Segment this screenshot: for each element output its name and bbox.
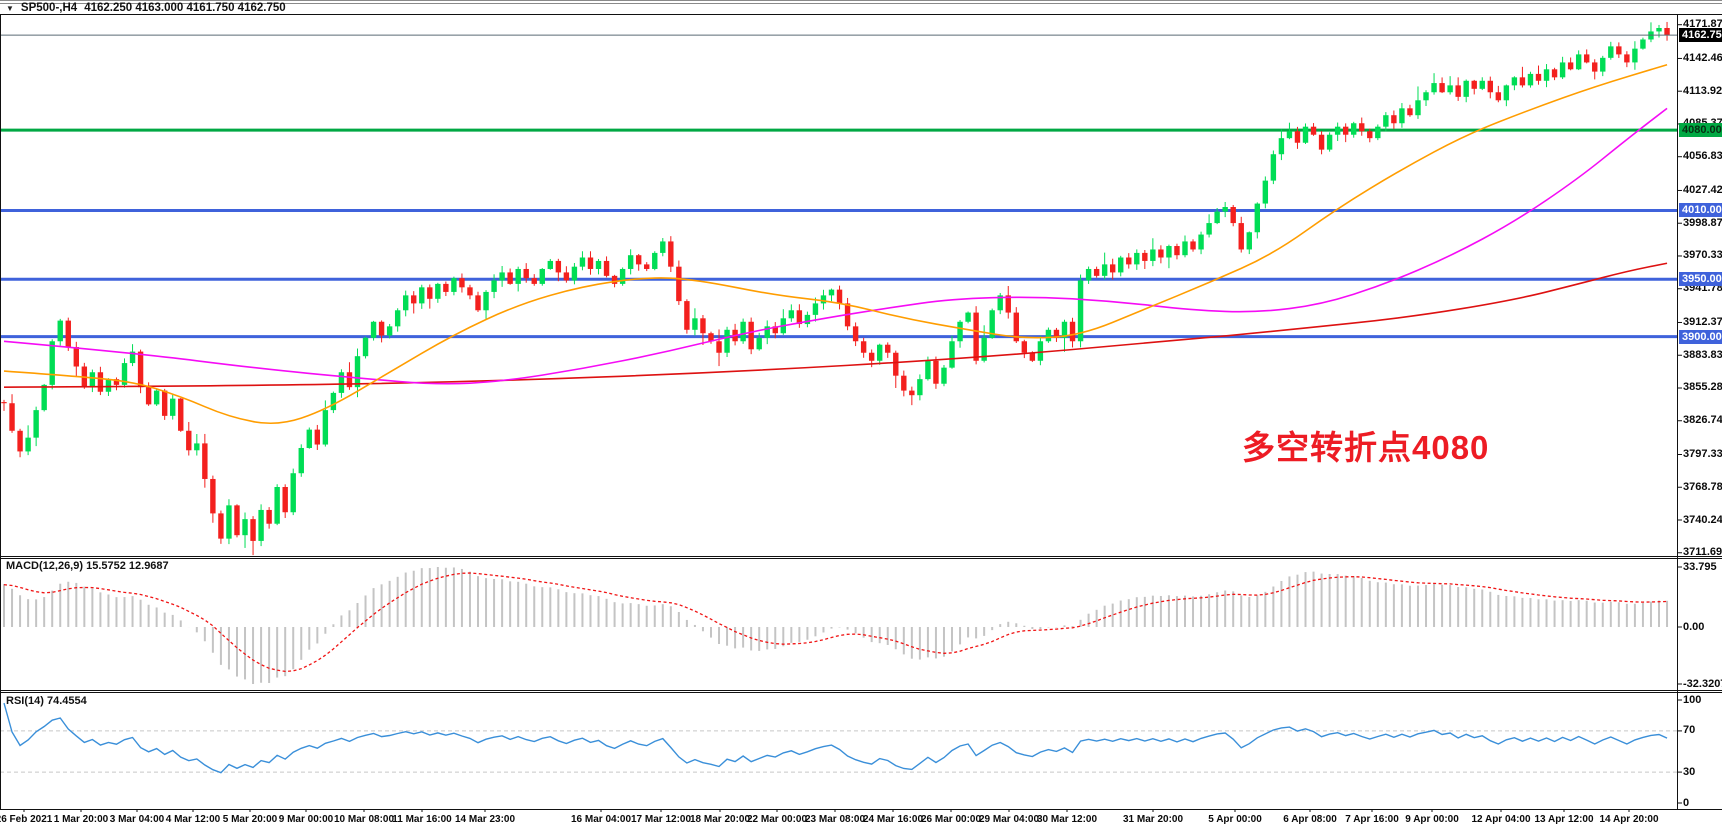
price-axis-label: 3912.375 [1683,315,1722,328]
time-axis-label: 13 Apr 12:00 [1534,814,1594,825]
price-axis-label: 3826.740 [1683,414,1722,427]
time-axis-label: 18 Mar 20:00 [689,814,751,825]
time-axis-label: 31 Mar 20:00 [1122,814,1184,825]
time-axis-label: 26 Feb 2021 [0,814,53,825]
time-axis-label: 9 Apr 00:00 [1405,814,1459,825]
chart-dropdown-icon[interactable]: ▼ [6,3,14,13]
time-axis-label: 14 Apr 20:00 [1599,814,1659,825]
chart-title-bar: ▼ SP500-,H4 4162.250 4163.000 4161.750 4… [6,2,286,14]
price-axis-label: 3740.240 [1683,513,1722,526]
annotation-text: 多空转折点4080 [1242,429,1490,466]
ma-fast-line [3,63,1668,425]
hline-badge-4080: 4080.000 [1679,123,1722,138]
ma-slow-line [3,262,1668,388]
time-axis-label: 22 Mar 00:00 [746,814,808,825]
price-axis-label: 4142.465 [1683,51,1722,64]
hline-badge-3950: 3950.000 [1679,272,1722,287]
macd-axis-label: -32.3207 [1683,677,1722,690]
current-price-badge: 4162.750 [1679,28,1722,43]
rsi-indicator-label: RSI(14) 74.4554 [6,695,87,707]
time-axis-label: 9 Mar 00:00 [278,814,334,825]
macd-indicator-label: MACD(12,26,9) 15.5752 12.9687 [6,560,169,572]
price-axis-label: 3711.695 [1683,546,1722,559]
time-axis-label: 7 Apr 16:00 [1345,814,1399,825]
time-axis-label: 16 Mar 04:00 [570,814,632,825]
price-axis-label: 3855.285 [1683,381,1722,394]
time-axis-label: 12 Apr 04:00 [1471,814,1531,825]
time-axis-label: 26 Mar 00:00 [920,814,982,825]
rsi-axis-label: 30 [1683,765,1696,778]
time-axis-label: 23 Mar 08:00 [804,814,866,825]
rsi-axis-label: 100 [1683,693,1702,706]
ma-mid-line [3,107,1668,385]
price-axis-label: 3883.830 [1683,348,1722,361]
time-axis-label: 17 Mar 12:00 [630,814,692,825]
macd-axis-label: 33.795 [1683,560,1717,573]
hline-badge-3900: 3900.000 [1679,329,1722,344]
price-axis-label: 3970.330 [1683,249,1722,262]
time-axis-label: 14 Mar 23:00 [454,814,516,825]
ohlc-values: 4162.250 4163.000 4161.750 4162.750 [84,2,286,14]
rsi-axis-label: 70 [1683,724,1696,737]
price-axis-label: 4056.830 [1683,150,1722,163]
macd-axis-label: 0.00 [1683,620,1705,633]
time-axis-label: 4 Mar 12:00 [165,814,221,825]
rsi-line [3,702,1668,774]
price-axis-label: 4027.420 [1683,183,1722,196]
price-axis-label: 4171.875 [1683,18,1722,31]
price-axis-label: 3797.330 [1683,447,1722,460]
time-axis-label: 5 Apr 00:00 [1208,814,1262,825]
time-axis-label: 3 Mar 04:00 [109,814,165,825]
time-axis-label: 10 Mar 08:00 [333,814,395,825]
price-axis-label: 3998.875 [1683,216,1722,229]
time-axis-label: 6 Apr 08:00 [1283,814,1337,825]
time-axis-label: 5 Mar 20:00 [222,814,278,825]
macd-histogram [3,567,1669,684]
rsi-axis-label-zero: 0 [1683,796,1690,809]
candles [1,21,1670,556]
time-axis-label: 30 Mar 12:00 [1036,814,1098,825]
price-axis-label: 3768.785 [1683,480,1722,493]
macd-signal-line [3,572,1668,673]
hline-badge-4010: 4010.000 [1679,203,1722,218]
time-axis-label: 24 Mar 16:00 [862,814,924,825]
time-axis-label: 29 Mar 04:00 [978,814,1040,825]
time-axis-label: 11 Mar 16:00 [392,814,452,825]
price-axis-label: 4113.920 [1683,84,1722,97]
time-axis-label: 1 Mar 20:00 [53,814,109,825]
symbol-period-label: SP500-,H4 [20,2,78,14]
